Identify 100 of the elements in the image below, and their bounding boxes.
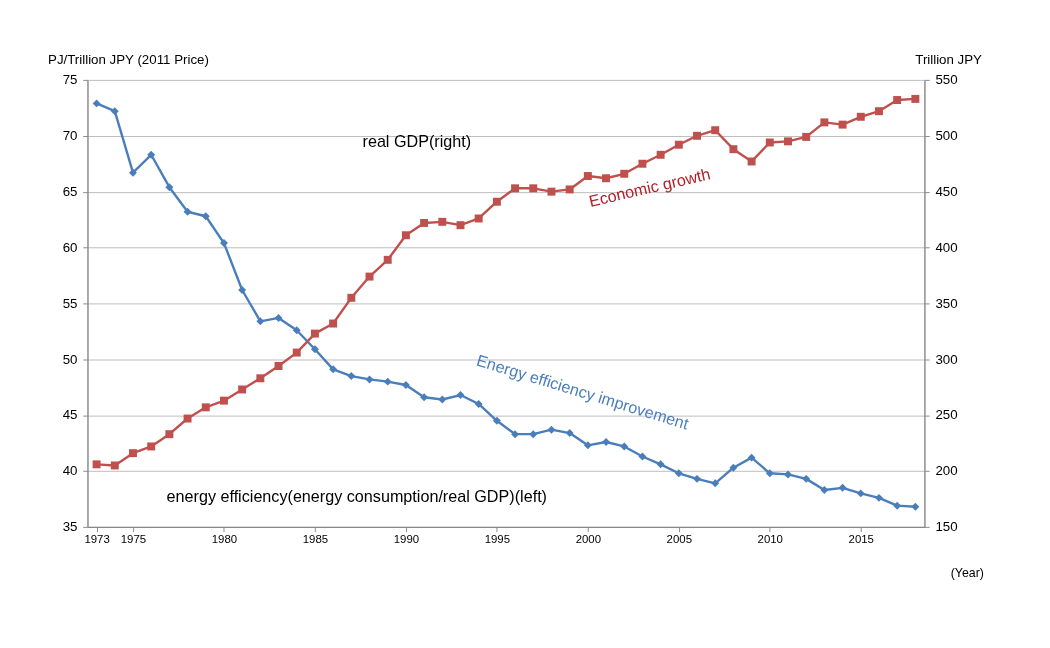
x-tick-label: 1990 [393, 532, 420, 545]
point [529, 184, 538, 193]
x-tick-label: 2000 [575, 532, 602, 545]
y2-tick-label: 450 [935, 183, 958, 199]
y2-tick-label: 200 [935, 463, 958, 479]
y-tick-label: 45 [62, 407, 78, 423]
point [911, 502, 920, 511]
point [438, 395, 447, 404]
point [420, 393, 429, 402]
point [165, 430, 174, 439]
point [784, 470, 792, 479]
point [129, 449, 137, 458]
point [347, 372, 356, 381]
y2-tick-label: 250 [935, 407, 958, 423]
point [656, 150, 665, 159]
point [110, 461, 119, 470]
point [874, 107, 883, 116]
point [674, 140, 683, 149]
y2-tick-label: 350 [935, 295, 958, 311]
point [874, 493, 883, 502]
annotation: Economic growth [587, 164, 712, 210]
point [856, 489, 865, 498]
point [238, 286, 247, 294]
annotation: energy efficiency(energy consumption/real GDP)(left) [166, 486, 547, 505]
point [729, 145, 738, 154]
point [274, 313, 283, 322]
point [838, 483, 847, 492]
point [729, 463, 738, 472]
point [583, 172, 592, 180]
point [401, 381, 410, 389]
point [802, 132, 811, 141]
point [911, 94, 920, 103]
point [838, 120, 847, 129]
point [583, 441, 592, 450]
point [256, 374, 265, 383]
point [492, 416, 501, 425]
point [492, 197, 501, 206]
point [329, 365, 338, 374]
y-tick-label: 65 [62, 183, 78, 199]
point [383, 377, 392, 386]
point [638, 452, 647, 461]
point [274, 362, 283, 370]
point [401, 231, 410, 240]
point [529, 430, 538, 439]
x-axis-title: (Year) [950, 565, 984, 580]
point [674, 469, 683, 478]
point [893, 501, 902, 510]
y2-tick-label: 400 [935, 239, 958, 255]
point [292, 326, 301, 335]
point [347, 293, 356, 302]
point [238, 385, 247, 394]
point [602, 438, 611, 446]
y-tick-label: 75 [62, 72, 78, 88]
y-tick-label: 60 [62, 239, 78, 255]
y-axis-title: PJ/Trillion JPY (2011 Price) [48, 52, 209, 68]
point [711, 126, 720, 135]
x-tick-label: 2015 [848, 532, 874, 545]
point [219, 396, 228, 405]
point [820, 486, 829, 495]
point [456, 391, 465, 400]
point [383, 255, 392, 264]
point [329, 319, 338, 328]
point [219, 239, 228, 248]
point [620, 442, 629, 451]
point [474, 400, 483, 408]
point [620, 169, 629, 178]
point [183, 414, 192, 423]
point [547, 187, 556, 196]
point [765, 469, 774, 478]
point [420, 218, 429, 227]
point [147, 442, 156, 451]
y-tick-label: 55 [62, 295, 78, 311]
x-tick-label: 2010 [757, 532, 783, 545]
y2-tick-label: 150 [935, 519, 958, 535]
point [893, 96, 902, 105]
point [310, 329, 319, 338]
y-tick-label: 70 [62, 128, 78, 144]
point [656, 460, 665, 469]
point [201, 403, 210, 412]
point [565, 429, 574, 438]
point [511, 184, 520, 193]
point [256, 317, 265, 326]
point [856, 112, 865, 121]
y-tick-label: 50 [62, 351, 78, 367]
point [693, 474, 701, 483]
y2-tick-label: 550 [935, 72, 958, 88]
y-tick-label: 35 [62, 519, 78, 535]
point [511, 430, 520, 439]
point [638, 159, 647, 168]
point [711, 479, 720, 488]
y-tick-label: 40 [62, 463, 78, 479]
point [802, 474, 811, 483]
x-tick-label: 1973 [84, 532, 110, 545]
point [183, 207, 192, 216]
point [92, 99, 101, 108]
point [292, 348, 301, 357]
point [438, 217, 447, 226]
annotation: real GDP(right) [362, 132, 472, 151]
x-tick-label: 1995 [484, 532, 511, 545]
point [565, 185, 574, 194]
